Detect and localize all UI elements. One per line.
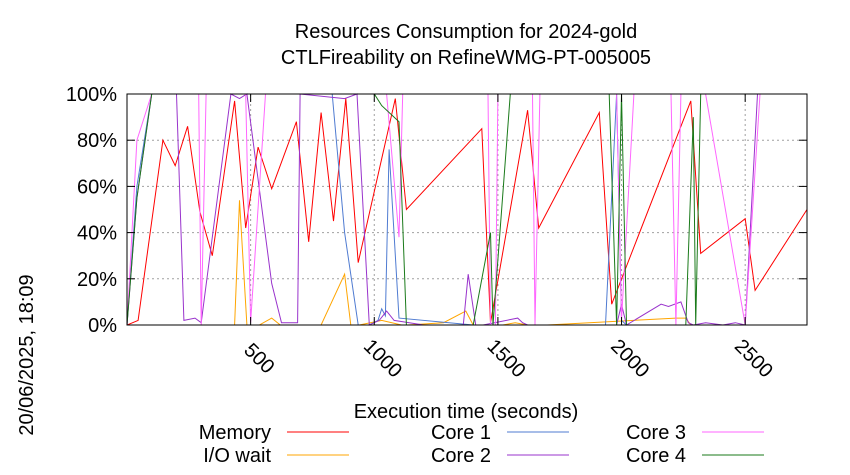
plot-frame [126, 93, 808, 326]
legend-label: Core 4 [626, 445, 686, 467]
legend-label: Core 3 [626, 422, 686, 444]
timestamp-label: 20/06/2025, 18:09 [16, 274, 38, 435]
y-tick-label: 100% [66, 84, 117, 106]
series-line-core-3 [126, 93, 807, 326]
y-tick-labels: 0% 20% 40% 60% 80% 100% [66, 84, 117, 337]
chart-subtitle: CTLFireability on RefineWMG-PT-005005 [281, 47, 651, 69]
y-tick-label: 20% [77, 269, 117, 291]
y-tick-label: 40% [77, 223, 117, 245]
y-tick-label: 80% [77, 130, 117, 152]
legend-label: I/O wait [203, 445, 271, 467]
y-tick-label: 0% [88, 315, 117, 337]
y-tick-label: 60% [77, 176, 117, 198]
x-axis-label: Execution time (seconds) [354, 401, 579, 423]
plot-border [126, 93, 808, 326]
legend-label: Core 1 [431, 422, 491, 444]
chart-title: Resources Consumption for 2024-gold [295, 21, 637, 43]
legend-label: Memory [199, 422, 271, 444]
legend-label: Core 2 [431, 445, 491, 467]
